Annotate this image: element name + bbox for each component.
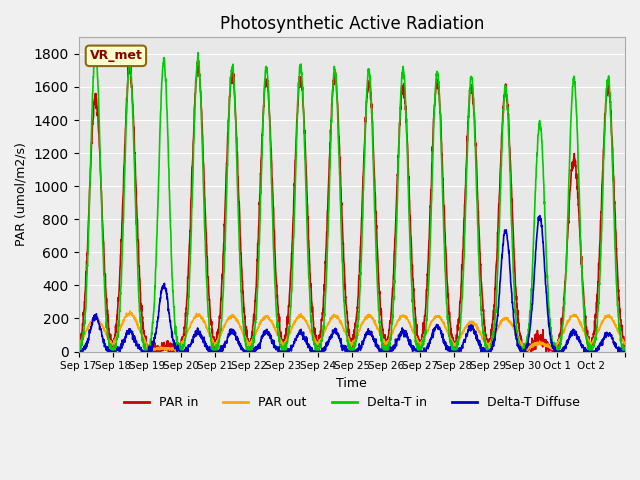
PAR out <box>129 313 137 319</box>
Legend: PAR in, PAR out, Delta-T in, Delta-T Diffuse: PAR in, PAR out, Delta-T in, Delta-T Dif… <box>119 391 584 414</box>
PAR out <box>621 341 629 347</box>
Delta-T Diffuse <box>614 345 621 350</box>
PAR out <box>614 328 621 334</box>
Line: PAR in: PAR in <box>79 62 625 351</box>
Line: Delta-T Diffuse: Delta-T Diffuse <box>79 216 625 351</box>
Line: PAR out: PAR out <box>79 311 625 351</box>
PAR in <box>621 342 629 348</box>
Delta-T in <box>92 46 100 52</box>
Delta-T in <box>385 341 393 347</box>
PAR in <box>129 111 137 117</box>
Delta-T in <box>130 137 138 143</box>
PAR in <box>548 344 556 350</box>
PAR out <box>75 340 83 346</box>
Text: VR_met: VR_met <box>90 49 142 62</box>
Delta-T in <box>621 344 629 350</box>
PAR in <box>75 342 83 348</box>
Delta-T Diffuse <box>129 332 137 338</box>
PAR in <box>143 348 150 354</box>
Delta-T Diffuse <box>385 348 392 354</box>
Delta-T Diffuse <box>75 348 83 354</box>
Delta-T Diffuse <box>536 213 543 218</box>
Title: Photosynthetic Active Radiation: Photosynthetic Active Radiation <box>220 15 484 33</box>
Delta-T Diffuse <box>247 348 255 354</box>
Delta-T Diffuse <box>516 346 524 351</box>
PAR in <box>614 274 621 280</box>
PAR in <box>385 327 393 333</box>
PAR out <box>516 339 524 345</box>
Delta-T Diffuse <box>547 339 555 345</box>
Line: Delta-T in: Delta-T in <box>79 49 625 351</box>
PAR in <box>516 342 524 348</box>
PAR out <box>248 339 255 345</box>
PAR in <box>248 337 255 343</box>
PAR out <box>126 308 134 314</box>
Delta-T in <box>516 346 524 352</box>
Delta-T in <box>248 347 255 352</box>
Delta-T in <box>614 302 621 308</box>
X-axis label: Time: Time <box>337 377 367 390</box>
Delta-T in <box>548 333 556 338</box>
PAR out <box>385 337 393 343</box>
Delta-T in <box>75 346 83 351</box>
PAR in <box>193 59 201 65</box>
PAR out <box>548 345 556 350</box>
Delta-T in <box>75 348 83 354</box>
PAR out <box>145 348 152 354</box>
Delta-T Diffuse <box>621 348 629 354</box>
Y-axis label: PAR (umol/m2/s): PAR (umol/m2/s) <box>15 143 28 246</box>
